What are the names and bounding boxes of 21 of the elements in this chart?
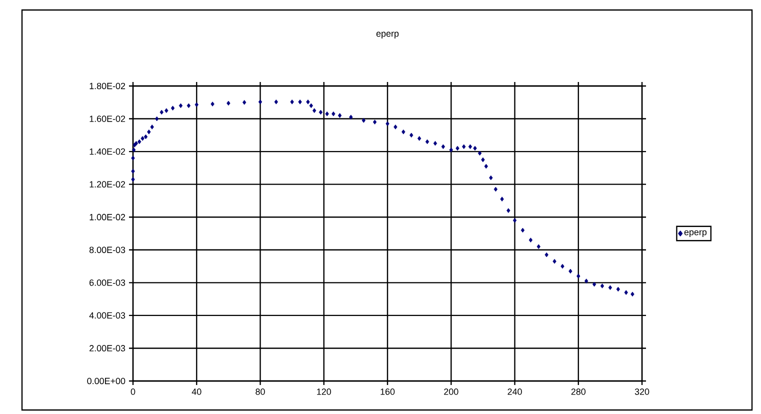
x-tick-label: 200 <box>444 388 458 395</box>
x-tick-label: 320 <box>634 388 650 395</box>
y-tick-label: 8.00E-03 <box>89 246 126 254</box>
y-tick-label: 1.60E-02 <box>90 116 126 122</box>
chart-title: eperp <box>376 32 399 38</box>
y-tick-label: 1.40E-02 <box>90 148 126 155</box>
y-tick-label: 1.20E-02 <box>90 181 126 188</box>
y-tick-label: 0.00E+00 <box>87 378 126 384</box>
x-tick-label: 160 <box>380 388 395 395</box>
x-tick-label: 280 <box>571 388 586 395</box>
y-tick-label: 6.00E-03 <box>90 279 126 286</box>
x-tick-label: 40 <box>192 388 202 395</box>
x-tick-label: 240 <box>508 388 522 395</box>
y-tick-label: 2.00E-03 <box>90 345 126 352</box>
y-tick-label: 4.00E-03 <box>89 312 126 319</box>
y-tick-label: 1.00E-02 <box>90 214 126 220</box>
legend-label: eperp <box>684 230 707 238</box>
y-tick-label: 1.80E-02 <box>90 82 126 90</box>
x-tick-label: 80 <box>256 388 265 395</box>
x-tick-label: 120 <box>317 388 332 395</box>
x-tick-label: 0 <box>130 388 136 395</box>
